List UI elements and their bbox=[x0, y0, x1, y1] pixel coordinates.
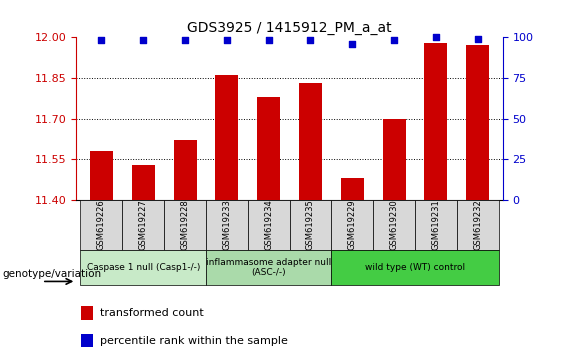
Point bbox=[97, 38, 106, 43]
Point bbox=[138, 38, 147, 43]
Point bbox=[432, 34, 441, 40]
Point bbox=[473, 36, 483, 42]
Bar bbox=[457, 200, 499, 250]
Bar bbox=[81, 306, 93, 320]
Point bbox=[264, 38, 273, 43]
Text: Caspase 1 null (Casp1-/-): Caspase 1 null (Casp1-/-) bbox=[86, 263, 200, 272]
Bar bbox=[373, 200, 415, 250]
Text: GSM619230: GSM619230 bbox=[390, 199, 399, 250]
Bar bbox=[299, 83, 322, 200]
Bar bbox=[289, 200, 332, 250]
Bar bbox=[173, 140, 197, 200]
Text: GSM619234: GSM619234 bbox=[264, 199, 273, 250]
Bar bbox=[466, 45, 489, 200]
Point bbox=[390, 38, 399, 43]
Bar bbox=[90, 151, 113, 200]
Bar bbox=[80, 250, 206, 285]
Bar bbox=[341, 178, 364, 200]
Text: GSM619235: GSM619235 bbox=[306, 199, 315, 250]
Bar bbox=[247, 200, 290, 250]
Bar bbox=[215, 75, 238, 200]
Bar bbox=[206, 200, 247, 250]
Bar bbox=[206, 250, 332, 285]
Bar bbox=[415, 200, 457, 250]
Point bbox=[222, 38, 231, 43]
Text: GSM619226: GSM619226 bbox=[97, 199, 106, 250]
Text: percentile rank within the sample: percentile rank within the sample bbox=[100, 336, 288, 346]
Bar bbox=[122, 200, 164, 250]
Point bbox=[180, 38, 189, 43]
Bar bbox=[80, 200, 122, 250]
Text: wild type (WT) control: wild type (WT) control bbox=[365, 263, 465, 272]
Text: GSM619233: GSM619233 bbox=[223, 199, 231, 250]
Text: inflammasome adapter null
(ASC-/-): inflammasome adapter null (ASC-/-) bbox=[206, 258, 331, 277]
Text: GSM619229: GSM619229 bbox=[348, 199, 357, 250]
Bar bbox=[257, 97, 280, 200]
Bar bbox=[424, 42, 447, 200]
Point bbox=[306, 38, 315, 43]
Text: GSM619232: GSM619232 bbox=[473, 199, 483, 250]
Text: GSM619228: GSM619228 bbox=[180, 199, 189, 250]
Text: genotype/variation: genotype/variation bbox=[3, 269, 102, 279]
Text: transformed count: transformed count bbox=[100, 308, 203, 318]
Text: GSM619227: GSM619227 bbox=[138, 199, 147, 250]
Bar bbox=[81, 334, 93, 347]
Bar bbox=[332, 200, 373, 250]
Text: GSM619231: GSM619231 bbox=[432, 199, 441, 250]
Point bbox=[348, 41, 357, 46]
Bar bbox=[132, 165, 155, 200]
Bar bbox=[164, 200, 206, 250]
Bar bbox=[332, 250, 499, 285]
Title: GDS3925 / 1415912_PM_a_at: GDS3925 / 1415912_PM_a_at bbox=[187, 21, 392, 35]
Bar bbox=[383, 119, 406, 200]
